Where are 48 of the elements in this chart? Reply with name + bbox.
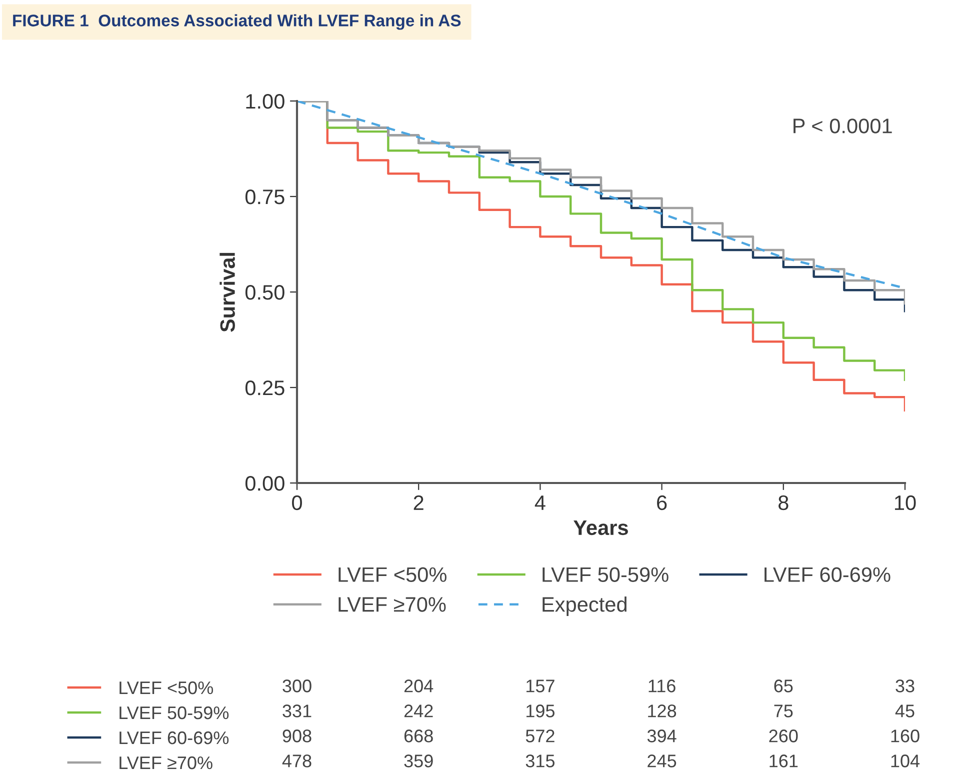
y-tick-label: 0.25: [245, 380, 284, 396]
legend-label: LVEF ≥70%: [338, 597, 446, 612]
data-label: 315: [526, 754, 555, 768]
y-tick-label: 0.75: [245, 190, 284, 204]
data-label: 908: [282, 730, 312, 742]
data-label: 668: [404, 730, 433, 742]
data-label: 157: [526, 680, 554, 692]
chart-title: FIGURE 1 Outcomes Associated With LVEF Range in AS: [13, 14, 461, 30]
y-tick-label: LVEF ≥70%: [120, 756, 212, 770]
legend-label: LVEF 50-59%: [542, 567, 668, 582]
legend-label: LVEF 60-69%: [764, 567, 890, 582]
data-label: 195: [526, 704, 555, 718]
x-tick-label: 8: [778, 495, 788, 510]
y-tick-label: 0.50: [245, 285, 284, 300]
y-tick-label: LVEF 60-69%: [120, 731, 229, 744]
data-label: 300: [282, 680, 312, 692]
data-label: 260: [769, 730, 798, 742]
data-label: 478: [282, 754, 312, 768]
legend-label: LVEF <50%: [338, 567, 446, 582]
data-label: 128: [648, 704, 676, 718]
y-tick-label: LVEF 50-59%: [120, 706, 229, 720]
data-label: 116: [648, 680, 676, 692]
x-tick-label: 0: [292, 495, 302, 510]
data-label: 45: [895, 704, 914, 718]
data-label: 204: [404, 680, 434, 692]
data-label: 161: [770, 754, 798, 768]
data-label: 394: [647, 730, 676, 742]
x-tick-label: 10: [895, 495, 916, 510]
data-label: 33: [896, 680, 914, 692]
annotation: P < 0.0001: [794, 118, 892, 134]
data-label: 242: [404, 704, 433, 718]
x-tick-label: 6: [657, 495, 667, 510]
x-tick-label: 4: [534, 496, 546, 510]
y-tick-label: 1.00: [246, 94, 284, 109]
data-label: 572: [526, 730, 554, 742]
data-label: 331: [282, 704, 312, 718]
data-label: 245: [648, 754, 676, 768]
y-axis-title: Survival: [220, 252, 235, 332]
y-tick-label: 0.00: [245, 476, 284, 491]
data-label: 65: [774, 680, 793, 692]
data-label: 104: [891, 754, 920, 768]
data-label: 160: [891, 730, 920, 742]
legend-label: Expected: [542, 596, 626, 616]
x-tick-label: 2: [414, 495, 424, 510]
data-label: 75: [774, 704, 793, 718]
x-axis-title: Years: [574, 520, 628, 536]
y-tick-label: LVEF <50%: [120, 681, 214, 694]
data-label: 359: [404, 754, 433, 768]
